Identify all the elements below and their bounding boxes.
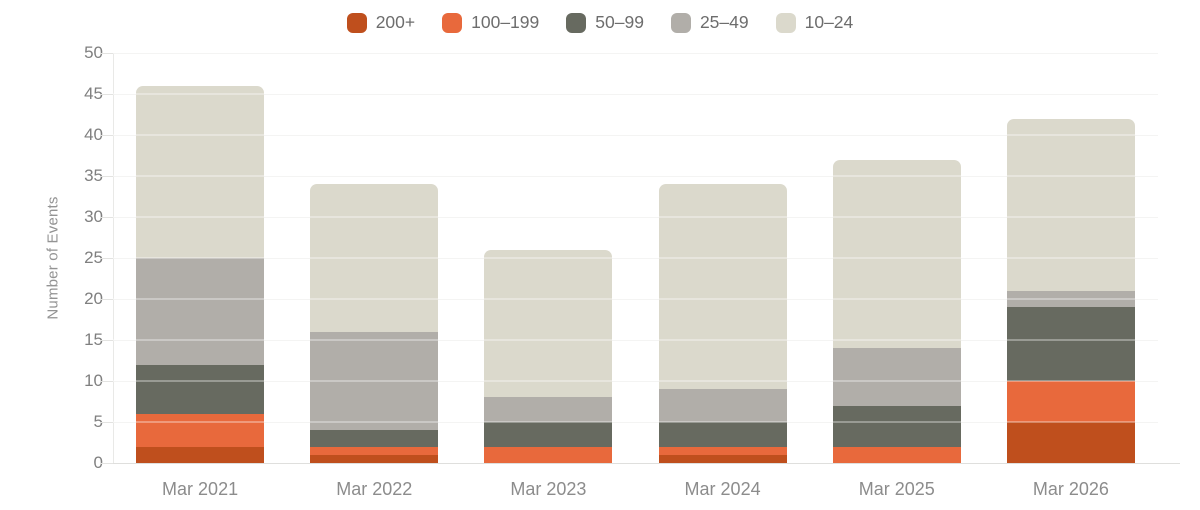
legend-swatch-icon bbox=[346, 13, 367, 33]
y-tick-label: 40 bbox=[84, 125, 103, 144]
chart-legend: 200+ 100–199 50–99 25–49 10–24 bbox=[0, 13, 1200, 33]
gridline-overlay bbox=[113, 52, 1158, 54]
gridline bbox=[113, 176, 1158, 177]
y-tick-mark bbox=[100, 258, 113, 259]
bar-segment bbox=[310, 331, 439, 431]
legend-swatch-icon bbox=[775, 13, 796, 33]
bar-segment bbox=[832, 159, 961, 349]
legend-swatch-icon bbox=[670, 13, 691, 33]
legend-label: 50–99 bbox=[595, 12, 644, 33]
y-tick-mark bbox=[100, 422, 113, 423]
y-tick-mark bbox=[100, 135, 113, 136]
gridline-overlay bbox=[113, 421, 1158, 423]
gridline bbox=[113, 340, 1158, 341]
gridline-overlay bbox=[113, 175, 1158, 177]
legend-swatch-icon bbox=[566, 13, 587, 33]
legend-label: 200+ bbox=[375, 12, 416, 33]
bar-segment bbox=[310, 454, 439, 463]
y-tick-label: 50 bbox=[84, 43, 103, 62]
bar-segment bbox=[136, 364, 265, 414]
bar-segment bbox=[832, 405, 961, 447]
gridline bbox=[113, 422, 1158, 423]
y-tick-label: 15 bbox=[84, 330, 103, 349]
x-axis-label: Mar 2022 bbox=[336, 479, 413, 499]
y-tick-mark bbox=[100, 381, 113, 382]
y-tick-label: 0 bbox=[93, 453, 103, 472]
y-tick-label: 10 bbox=[84, 371, 103, 390]
bar-segment bbox=[832, 446, 961, 463]
bar-segment bbox=[310, 430, 439, 447]
gridline-overlay bbox=[113, 380, 1158, 382]
gridline bbox=[113, 381, 1158, 382]
gridline-overlay bbox=[113, 216, 1158, 218]
bar-segment bbox=[832, 348, 961, 406]
bar-segment bbox=[136, 413, 265, 447]
gridline bbox=[113, 217, 1158, 218]
y-tick-mark bbox=[100, 340, 113, 341]
x-axis-label: Mar 2023 bbox=[510, 479, 587, 499]
legend-item[interactable]: 50–99 bbox=[566, 13, 644, 33]
x-axis-label: Mar 2025 bbox=[858, 479, 935, 499]
y-tick-mark bbox=[100, 53, 113, 54]
bar-segment bbox=[136, 258, 265, 365]
y-tick-label: 30 bbox=[84, 207, 103, 226]
y-tick-mark bbox=[100, 94, 113, 95]
bar-segment bbox=[1006, 381, 1135, 422]
legend-label: 100–199 bbox=[471, 12, 540, 33]
gridline bbox=[113, 53, 1158, 54]
y-tick-label: 25 bbox=[84, 248, 103, 267]
legend-swatch-icon bbox=[442, 13, 463, 33]
y-tick-label: 45 bbox=[84, 84, 103, 103]
bar-segment bbox=[658, 184, 787, 390]
y-tick-mark bbox=[100, 299, 113, 300]
y-tick-mark bbox=[100, 463, 113, 464]
bar-segment bbox=[1006, 118, 1135, 291]
legend-label: 25–49 bbox=[699, 12, 749, 33]
bar-segment bbox=[484, 446, 613, 463]
bar-segment bbox=[484, 397, 613, 422]
bar-segment bbox=[658, 422, 787, 447]
bar-segment bbox=[658, 454, 787, 463]
bar-segment bbox=[658, 389, 787, 422]
gridline-overlay bbox=[113, 257, 1158, 259]
gridline-overlay bbox=[113, 339, 1158, 341]
bar-segment bbox=[484, 249, 613, 398]
x-axis-line bbox=[113, 463, 1180, 464]
x-axis-label: Mar 2026 bbox=[1032, 479, 1109, 499]
y-tick-mark bbox=[100, 176, 113, 177]
y-tick-mark bbox=[100, 217, 113, 218]
gridline-overlay bbox=[113, 93, 1158, 95]
bar-segment bbox=[136, 446, 265, 463]
gridline bbox=[113, 94, 1158, 95]
gridline bbox=[113, 135, 1158, 136]
y-tick-label: 35 bbox=[84, 166, 103, 185]
bar-segment bbox=[310, 446, 439, 455]
x-axis-label: Mar 2021 bbox=[162, 479, 239, 499]
gridline bbox=[113, 258, 1158, 259]
x-axis-label: Mar 2024 bbox=[684, 479, 761, 499]
bar-segment bbox=[484, 422, 613, 447]
gridline-overlay bbox=[113, 134, 1158, 136]
legend-item[interactable]: 10–24 bbox=[775, 12, 854, 33]
y-tick-label: 5 bbox=[93, 412, 103, 431]
y-axis-line bbox=[113, 53, 114, 463]
legend-item[interactable]: 100–199 bbox=[442, 13, 539, 33]
bar-segment bbox=[1006, 290, 1135, 308]
bar-segment bbox=[1006, 307, 1135, 381]
legend-item[interactable]: 25–49 bbox=[670, 12, 749, 33]
gridline bbox=[113, 299, 1158, 300]
gridline-overlay bbox=[113, 298, 1158, 300]
legend-label: 10–24 bbox=[804, 12, 854, 33]
bar-segment bbox=[136, 85, 265, 258]
legend-item[interactable]: 200+ bbox=[346, 12, 416, 33]
bar-segment bbox=[1006, 422, 1135, 463]
bar-segment bbox=[658, 446, 787, 455]
bar-segment bbox=[310, 184, 439, 332]
y-tick-label: 20 bbox=[84, 289, 103, 308]
